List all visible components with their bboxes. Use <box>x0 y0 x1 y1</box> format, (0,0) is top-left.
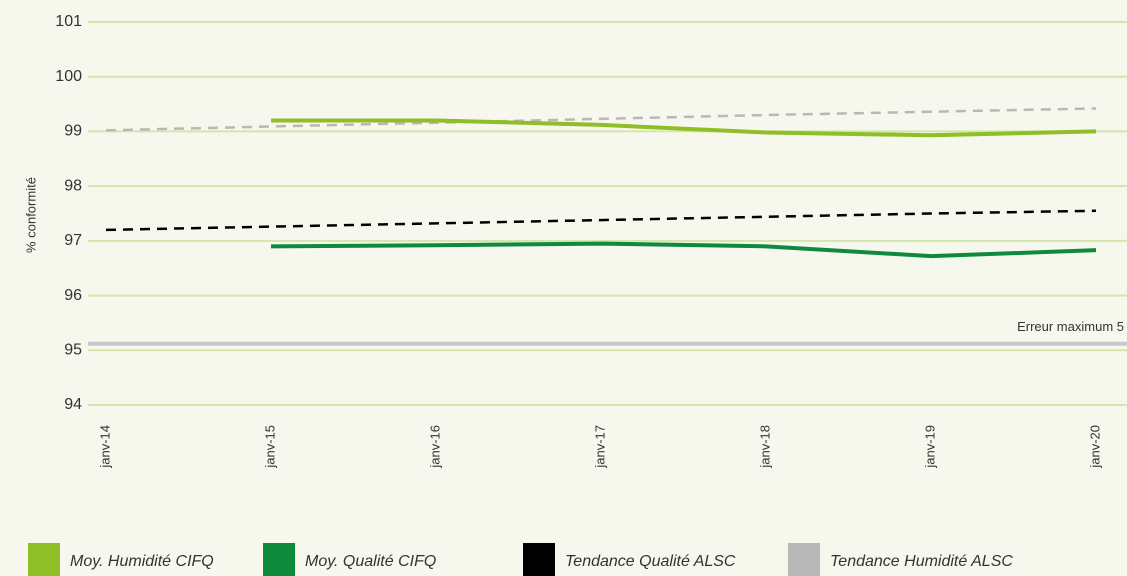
y-tick-label: 94 <box>64 396 82 413</box>
y-tick-label: 95 <box>64 342 82 359</box>
legend-swatch <box>263 543 295 576</box>
legend-swatch <box>788 543 820 576</box>
reference-label: Erreur maximum 5 <box>1017 319 1124 334</box>
x-tick-label: janv-19 <box>922 425 937 469</box>
x-tick-label: janv-16 <box>427 425 442 469</box>
x-tick-label: janv-14 <box>97 425 112 469</box>
y-tick-label: 97 <box>64 232 82 249</box>
legend-swatch <box>523 543 555 576</box>
series-line <box>105 209 1097 232</box>
series-line <box>105 107 1097 132</box>
y-axis-label: % conformité <box>23 177 38 253</box>
y-tick-label: 99 <box>64 123 82 140</box>
legend-swatch <box>28 543 60 576</box>
legend-label: Tendance Humidité ALSC <box>830 553 1013 570</box>
x-tick-label: janv-18 <box>757 425 772 469</box>
legend-label: Moy. Humidité CIFQ <box>70 553 214 570</box>
series-line <box>271 118 1097 138</box>
legend-label: Tendance Qualité ALSC <box>565 553 736 570</box>
y-tick-label: 96 <box>64 287 82 304</box>
series-line <box>270 241 1097 259</box>
legend-label: Moy. Qualité CIFQ <box>305 553 436 570</box>
x-tick-label: janv-20 <box>1087 425 1102 469</box>
y-tick-label: 98 <box>64 177 82 194</box>
x-tick-label: janv-17 <box>592 425 607 469</box>
y-tick-label: 100 <box>55 68 82 85</box>
x-tick-label: janv-15 <box>262 425 277 469</box>
y-tick-label: 101 <box>55 13 82 30</box>
